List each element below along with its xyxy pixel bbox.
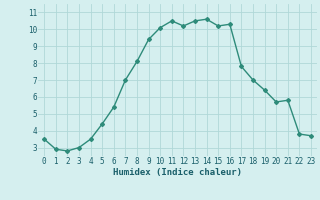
X-axis label: Humidex (Indice chaleur): Humidex (Indice chaleur) xyxy=(113,168,242,177)
